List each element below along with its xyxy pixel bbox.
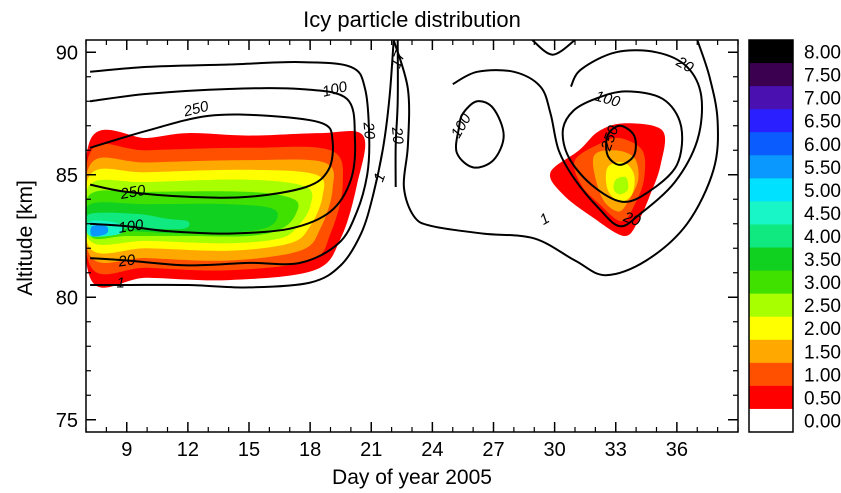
x-tick-label-33: 33 [605, 439, 627, 461]
x-tick-label-30: 30 [544, 439, 566, 461]
colorbar-label-2.00: 2.00 [804, 319, 841, 340]
colorbar-swatch-6.50 [749, 109, 793, 133]
contour-line-20-1 [90, 61, 371, 267]
colorbar-swatch-6.00 [749, 132, 793, 156]
contour-label-10: 100 [448, 110, 476, 141]
x-tick-label-27: 27 [482, 439, 504, 461]
contour-label-1: 20 [116, 251, 137, 270]
contour-label-14: 20 [620, 208, 643, 230]
y-tick-label-75: 75 [56, 410, 78, 432]
contour-label-13: 20 [672, 53, 696, 77]
contour-label-3: 250 [118, 182, 147, 203]
contour-label-4: 250 [181, 98, 211, 121]
y-tick-label-85: 85 [56, 165, 78, 187]
y-tick-label-90: 90 [56, 42, 78, 64]
colorbar-label-1.50: 1.50 [804, 342, 841, 363]
x-tick-label-9: 9 [121, 439, 132, 461]
colorbar-swatch-5.00 [749, 178, 793, 202]
plot-axes: 9 12 15 18 21 24 27 30 33 36 75 80 85 90 [56, 39, 739, 461]
y-axis-label: Altitude [km] [14, 180, 37, 296]
contour-line-100-8 [454, 100, 505, 169]
colorbar-label-7.00: 7.00 [804, 89, 841, 110]
contour-label-7: 1 [370, 171, 389, 185]
colorbar-label-0.50: 0.50 [804, 388, 841, 409]
contour-label-15: 1 [537, 210, 553, 229]
colorbar-label-4.50: 4.50 [804, 204, 841, 225]
colorbar-swatch-2.00 [749, 316, 793, 341]
x-tick-label-21: 21 [360, 439, 382, 461]
colorbar-swatch-7.50 [749, 63, 793, 87]
colorbar-label-3.50: 3.50 [804, 250, 841, 271]
x-tick-label-15: 15 [238, 439, 260, 461]
contour-label-11: 100 [593, 88, 622, 111]
contour-fill-late-season-2.5 [613, 176, 629, 195]
colorbar-swatch-4.00 [749, 224, 793, 249]
colorbar-swatch-1.50 [749, 339, 793, 364]
colorbar-swatch-3.50 [749, 247, 793, 272]
colorbar-label-1.00: 1.00 [804, 365, 841, 386]
contour-line-20-7 [531, 40, 576, 56]
contour-line-20-6 [452, 49, 704, 228]
contour-line-20-5 [394, 40, 399, 188]
contour-line-1-4 [392, 40, 719, 277]
contour-label-9: 20 [388, 126, 407, 146]
colorbar-swatch-7.00 [749, 86, 793, 110]
colorbar-label-8.00: 8.00 [804, 43, 841, 64]
colorbar-swatch-1.00 [749, 362, 793, 387]
colorbar-swatch-2.50 [749, 293, 793, 318]
colorbar-swatch-0.50 [749, 385, 793, 410]
contour-label-2: 100 [117, 216, 145, 236]
colorbar-label-0.00: 0.00 [804, 411, 841, 432]
colorbar-label-7.50: 7.50 [804, 66, 841, 87]
contour-label-5: 100 [320, 78, 349, 101]
contour-line-100-9 [561, 90, 684, 203]
x-tick-label-36: 36 [666, 439, 688, 461]
contour-fill-early-season-5.5 [90, 225, 109, 237]
chart-title: Icy particle distribution [303, 7, 521, 32]
colorbar-swatch-0.00 [749, 408, 793, 433]
x-axis-label: Day of year 2005 [332, 466, 492, 489]
colorbar-swatch-3.00 [749, 270, 793, 295]
contour-line-250-3 [89, 113, 334, 199]
colorbar-label-6.00: 6.00 [804, 135, 841, 156]
contour-label-8: 17 [387, 48, 409, 70]
colorbar-swatch-4.50 [749, 201, 793, 225]
contour-line-1-0 [90, 40, 395, 289]
colorbar-label-2.50: 2.50 [804, 296, 841, 317]
colorbar-label-3.00: 3.00 [804, 273, 841, 294]
contour-label-0: 1 [116, 275, 124, 292]
x-tick-label-18: 18 [299, 439, 321, 461]
colorbar-label-6.50: 6.50 [804, 112, 841, 133]
colorbar: 8.007.507.006.506.005.505.004.504.003.50… [748, 39, 841, 433]
contour-line-100-2 [89, 87, 357, 235]
x-tick-label-24: 24 [421, 439, 443, 461]
contour-lines [89, 40, 719, 289]
y-tick-label-80: 80 [56, 287, 78, 309]
colorbar-label-4.00: 4.00 [804, 227, 841, 248]
colorbar-label-5.00: 5.00 [804, 181, 841, 202]
colorbar-label-5.50: 5.50 [804, 158, 841, 179]
colorbar-frame [748, 39, 794, 433]
colorbar-swatch-5.50 [749, 155, 793, 179]
colorbar-swatch-8.00 [749, 40, 793, 64]
contour-label-6: 20 [359, 121, 378, 141]
contour-line-250-10 [605, 124, 637, 166]
x-tick-label-12: 12 [177, 439, 199, 461]
